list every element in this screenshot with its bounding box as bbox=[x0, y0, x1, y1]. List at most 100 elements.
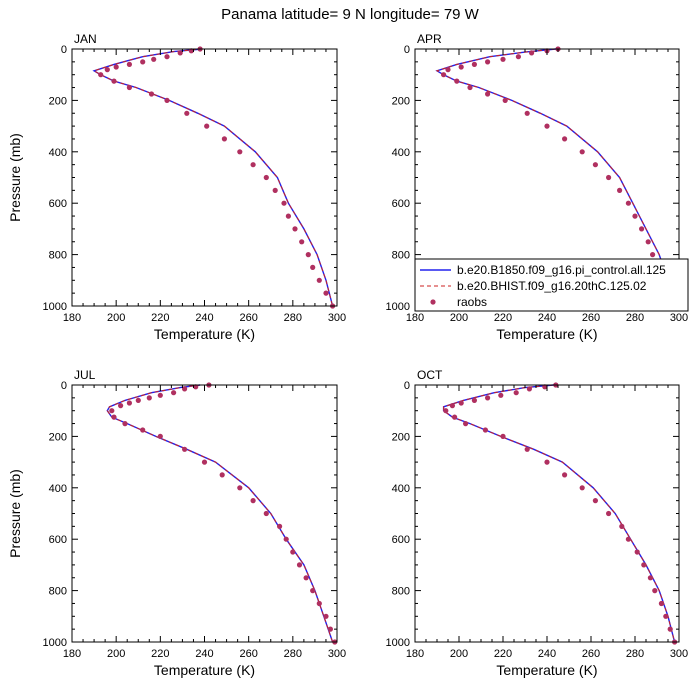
raobs-point bbox=[263, 510, 269, 517]
legend-box bbox=[414, 258, 689, 312]
raobs-point bbox=[327, 626, 333, 632]
raobs-point bbox=[126, 84, 132, 91]
raobs-point bbox=[625, 536, 632, 542]
x-tick-label: 260 bbox=[582, 312, 600, 324]
raobs-point bbox=[140, 427, 146, 433]
raobs-point bbox=[118, 403, 124, 409]
raobs-point bbox=[658, 600, 665, 607]
raobs-point bbox=[281, 200, 287, 206]
y-tick-label: 200 bbox=[392, 95, 410, 107]
x-tick-label: 180 bbox=[63, 648, 81, 660]
raobs-point bbox=[171, 390, 177, 396]
x-tick-label: 180 bbox=[63, 312, 81, 324]
x-tick-label: 280 bbox=[284, 312, 302, 324]
x-tick-label: 300 bbox=[670, 648, 688, 660]
series-line-20thc bbox=[443, 384, 676, 643]
x-tick-label: 240 bbox=[538, 648, 556, 660]
y-tick-label: 800 bbox=[49, 586, 67, 598]
raobs-point bbox=[219, 472, 225, 478]
x-axis-label: Temperature (K) bbox=[154, 662, 255, 678]
raobs-point bbox=[482, 427, 488, 433]
raobs-point bbox=[606, 174, 612, 181]
raobs-point bbox=[471, 61, 477, 67]
panel-label: JAN bbox=[74, 32, 97, 46]
raobs-point bbox=[443, 408, 449, 414]
panel-label: APR bbox=[417, 32, 442, 46]
raobs-point bbox=[667, 626, 673, 632]
raobs-point bbox=[652, 588, 658, 594]
raobs-point bbox=[625, 200, 632, 206]
y-tick-label: 600 bbox=[49, 198, 67, 210]
x-tick-label: 260 bbox=[582, 648, 600, 660]
x-axis-label: Temperature (K) bbox=[496, 326, 597, 342]
raobs-point bbox=[485, 91, 491, 97]
raobs-point bbox=[250, 498, 256, 504]
series-line-20thc bbox=[106, 384, 334, 643]
raobs-point bbox=[606, 510, 612, 517]
raobs-point bbox=[283, 536, 289, 542]
raobs-point bbox=[471, 397, 477, 403]
plot-frame bbox=[71, 384, 338, 643]
raobs-point bbox=[310, 588, 316, 594]
raobs-point bbox=[182, 446, 188, 452]
y-tick-label: 400 bbox=[49, 483, 67, 495]
raobs-point bbox=[526, 386, 533, 392]
raobs-point bbox=[201, 459, 208, 465]
raobs-point bbox=[617, 187, 623, 193]
raobs-point bbox=[515, 54, 522, 60]
raobs-point bbox=[237, 485, 243, 491]
x-tick-label: 220 bbox=[494, 648, 512, 660]
y-tick-label: 1000 bbox=[43, 301, 67, 313]
series-line-20thc bbox=[435, 48, 678, 307]
raobs-point bbox=[647, 575, 654, 581]
x-tick-label: 240 bbox=[195, 312, 213, 324]
x-tick-label: 280 bbox=[284, 648, 302, 660]
y-tick-label: 800 bbox=[392, 250, 410, 262]
y-tick-label: 0 bbox=[404, 44, 410, 56]
raobs-point bbox=[529, 50, 535, 56]
x-tick-label: 240 bbox=[538, 312, 556, 324]
raobs-point bbox=[592, 162, 599, 168]
x-tick-label: 200 bbox=[107, 312, 125, 324]
raobs-point bbox=[290, 549, 296, 555]
raobs-point bbox=[458, 64, 464, 70]
raobs-point bbox=[592, 498, 599, 504]
raobs-point bbox=[140, 59, 146, 65]
raobs-point bbox=[645, 239, 651, 245]
y-axis-label: Pressure (mb) bbox=[7, 133, 23, 222]
raobs-point bbox=[323, 613, 329, 619]
raobs-point bbox=[122, 421, 128, 427]
raobs-point bbox=[111, 78, 117, 84]
panel-oct: 180 200 220 240 260 280 300 0 200 400 600 800 1000 OC… bbox=[386, 368, 689, 678]
figure-title: Panama latitude= 9 N longitude= 79 W bbox=[221, 6, 480, 23]
y-tick-label: 800 bbox=[392, 586, 410, 598]
y-tick-label: 400 bbox=[49, 147, 67, 159]
y-tick-label: 200 bbox=[49, 95, 67, 107]
x-axis-label: Temperature (K) bbox=[496, 662, 597, 678]
raobs-point bbox=[467, 84, 473, 91]
raobs-point bbox=[639, 226, 645, 232]
raobs-point bbox=[126, 61, 132, 67]
raobs-point bbox=[634, 549, 640, 555]
raobs-point bbox=[272, 187, 278, 193]
y-tick-label: 0 bbox=[404, 380, 410, 392]
raobs-point bbox=[135, 397, 141, 403]
x-tick-label: 200 bbox=[107, 648, 125, 660]
x-tick-label: 200 bbox=[450, 312, 468, 324]
raobs-point bbox=[111, 414, 117, 420]
panel-jul: 180 200 220 240 260 280 300 0 200 400 600 800 1000 JU… bbox=[7, 368, 346, 678]
raobs-point bbox=[323, 290, 329, 296]
raobs-point bbox=[485, 395, 491, 401]
legend-label: b.e20.BHIST.f09_g16.20thC.125.02 bbox=[457, 279, 647, 293]
raobs-point bbox=[109, 408, 115, 414]
raobs-point bbox=[316, 277, 322, 283]
raobs-point bbox=[148, 91, 155, 97]
raobs-point bbox=[441, 72, 447, 78]
x-tick-label: 220 bbox=[494, 312, 512, 324]
raobs-point bbox=[104, 67, 110, 73]
raobs-point bbox=[485, 59, 491, 65]
raobs-point bbox=[500, 433, 506, 439]
x-tick-label: 280 bbox=[626, 648, 644, 660]
raobs-point bbox=[445, 67, 451, 73]
raobs-point bbox=[177, 50, 183, 56]
